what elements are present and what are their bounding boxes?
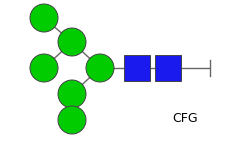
Circle shape xyxy=(58,80,86,108)
Circle shape xyxy=(58,106,86,134)
Circle shape xyxy=(30,4,58,32)
Bar xyxy=(155,55,181,81)
Circle shape xyxy=(86,54,114,82)
Circle shape xyxy=(58,28,86,56)
Bar xyxy=(124,55,150,81)
Text: CFG: CFG xyxy=(172,112,198,125)
Circle shape xyxy=(30,54,58,82)
